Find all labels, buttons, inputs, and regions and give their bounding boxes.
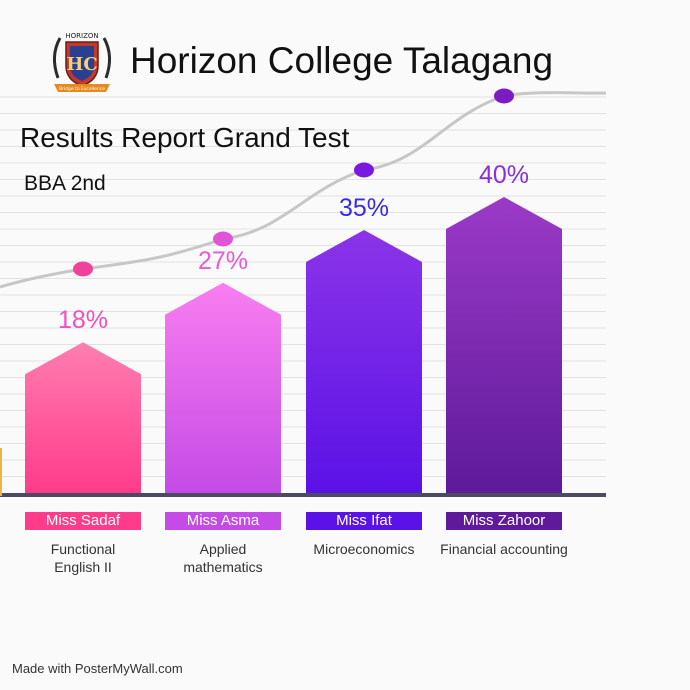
teacher-tag: Miss Asma bbox=[165, 512, 281, 530]
college-title: Horizon College Talagang bbox=[130, 40, 554, 81]
watermark-text: Made with PosterMyWall.com bbox=[12, 661, 183, 676]
subject-label: Financial accounting bbox=[440, 541, 568, 557]
college-logo: HC HORIZON Bridge to Excellence bbox=[48, 26, 116, 96]
trend-markers bbox=[73, 88, 514, 277]
bars bbox=[25, 197, 562, 493]
baseline bbox=[0, 493, 606, 497]
svg-text:Bridge to Excellence: Bridge to Excellence bbox=[59, 86, 105, 92]
trend-marker bbox=[213, 231, 233, 247]
subject-label: Microeconomics bbox=[313, 541, 415, 557]
teacher-tag: Miss Sadaf bbox=[25, 512, 141, 530]
value-label: 40% bbox=[478, 161, 530, 189]
subject-label: Functional English II bbox=[50, 541, 116, 575]
program-label: BBA 2nd bbox=[24, 172, 106, 195]
svg-text:HC: HC bbox=[66, 54, 97, 75]
teacher-tag: Miss Ifat bbox=[306, 512, 422, 530]
edge-accent bbox=[0, 448, 2, 496]
subject-label: Applied mathematics bbox=[183, 541, 263, 575]
bar-4 bbox=[446, 197, 562, 493]
value-label: 35% bbox=[338, 194, 390, 222]
value-label: 27% bbox=[197, 246, 249, 275]
trend-marker bbox=[494, 88, 514, 104]
bar-3 bbox=[306, 230, 422, 493]
trend-marker bbox=[354, 162, 374, 178]
bar-1 bbox=[25, 342, 141, 493]
teacher-tag: Miss Zahoor bbox=[446, 512, 562, 530]
bar-2 bbox=[165, 282, 281, 493]
value-label: 18% bbox=[57, 306, 109, 335]
trend-marker bbox=[73, 261, 93, 277]
report-subtitle: Results Report Grand Test bbox=[20, 122, 350, 153]
svg-text:HORIZON: HORIZON bbox=[65, 32, 98, 40]
